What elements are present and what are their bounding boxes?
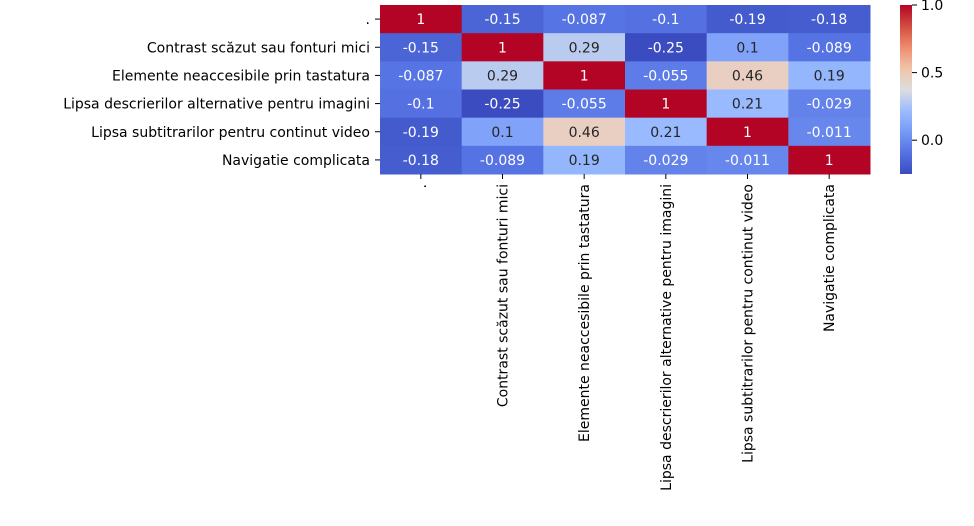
heatmap-cell-r1-c2 bbox=[543, 33, 626, 62]
cell-value-r1-c3: -0.25 bbox=[648, 40, 684, 56]
heatmap-cell-r5-c5 bbox=[788, 145, 871, 175]
heatmap-cell-r0-c5 bbox=[788, 5, 871, 34]
colorbar-tick-label-1: 0.5 bbox=[921, 66, 943, 82]
cell-annotations: 1 -0.15 -0.087 -0.1 -0.19 -0.18 -0.15 1 0.29 -0.2… bbox=[398, 12, 851, 169]
heatmap-cell-r4-c3 bbox=[625, 117, 708, 147]
heatmap-grid bbox=[380, 5, 871, 175]
cell-value-r0-c0: 1 bbox=[416, 12, 425, 28]
cell-value-r5-c3: -0.029 bbox=[643, 153, 688, 169]
cell-value-r4-c5: -0.011 bbox=[807, 125, 852, 141]
y-tick-label-4: Lipsa subtitrarilor pentru continut vide… bbox=[91, 125, 370, 141]
x-tick-label-0: . bbox=[414, 184, 430, 188]
cell-value-r1-c4: 0.1 bbox=[736, 40, 758, 56]
heatmap-cell-r3-c4 bbox=[706, 89, 789, 119]
cell-value-r5-c0: -0.18 bbox=[403, 153, 439, 169]
cell-value-r2-c2: 1 bbox=[580, 68, 589, 84]
y-tick-label-1: Contrast scăzut sau fonturi mici bbox=[147, 40, 370, 56]
cell-value-r1-c1: 1 bbox=[498, 40, 507, 56]
y-tick-label-0: . bbox=[366, 12, 370, 28]
y-tick-label-3: Lipsa descrierilor alternative pentru im… bbox=[63, 97, 370, 113]
cell-value-r3-c2: -0.055 bbox=[562, 97, 607, 113]
heatmap-cell-r4-c0 bbox=[380, 117, 463, 147]
x-tick-label-2: Elemente neaccesibile prin tastatura bbox=[577, 184, 593, 442]
x-tick-label-1: Contrast scăzut sau fonturi mici bbox=[496, 184, 512, 407]
cell-value-r0-c4: -0.19 bbox=[729, 12, 765, 28]
heatmap-cell-r0-c3 bbox=[625, 5, 708, 34]
x-axis: . Contrast scăzut sau fonturi mici Element… bbox=[414, 174, 838, 491]
cell-value-r5-c1: -0.089 bbox=[480, 153, 525, 169]
heatmap-cell-r1-c0 bbox=[380, 33, 463, 62]
cell-value-r2-c5: 0.19 bbox=[814, 68, 845, 84]
heatmap-cell-r4-c5 bbox=[788, 117, 871, 147]
cell-value-r0-c2: -0.087 bbox=[562, 12, 607, 28]
cell-value-r3-c4: 0.21 bbox=[732, 97, 763, 113]
cell-value-r4-c0: -0.19 bbox=[403, 125, 439, 141]
cell-value-r2-c3: -0.055 bbox=[643, 68, 688, 84]
cell-value-r5-c2: 0.19 bbox=[569, 153, 600, 169]
cell-value-r2-c1: 0.29 bbox=[487, 68, 518, 84]
cell-value-r5-c5: 1 bbox=[825, 153, 834, 169]
x-tick-label-3: Lipsa descrierilor alternative pentru im… bbox=[659, 184, 675, 491]
cell-value-r3-c1: -0.25 bbox=[484, 97, 520, 113]
cell-value-r3-c3: 1 bbox=[661, 97, 670, 113]
cell-value-r0-c3: -0.1 bbox=[652, 12, 679, 28]
y-tick-label-2: Elemente neaccesibile prin tastatura bbox=[112, 68, 370, 84]
cell-value-r4-c3: 0.21 bbox=[650, 125, 681, 141]
cell-value-r5-c4: -0.011 bbox=[725, 153, 770, 169]
cell-value-r4-c4: 1 bbox=[743, 125, 752, 141]
heatmap-cell-r3-c3 bbox=[625, 89, 708, 119]
cell-value-r0-c1: -0.15 bbox=[484, 12, 520, 28]
cell-value-r1-c0: -0.15 bbox=[403, 40, 439, 56]
heatmap-cell-r4-c4 bbox=[706, 117, 789, 147]
cell-value-r3-c0: -0.1 bbox=[407, 97, 434, 113]
heatmap-cell-r0-c1 bbox=[461, 5, 544, 34]
colorbar-gradient bbox=[900, 5, 912, 174]
heatmap-cell-r2-c3 bbox=[625, 61, 708, 90]
colorbar-tick-label-2: 0.0 bbox=[921, 133, 943, 149]
y-axis: . Contrast scăzut sau fonturi mici Element… bbox=[63, 12, 380, 169]
colorbar-tick-label-0: 1.0 bbox=[921, 0, 943, 14]
cell-value-r0-c5: -0.18 bbox=[811, 12, 847, 28]
heatmap-cell-r0-c4 bbox=[706, 5, 789, 34]
cell-value-r1-c2: 0.29 bbox=[569, 40, 600, 56]
heatmap-cell-r0-c0 bbox=[380, 5, 463, 34]
cell-value-r4-c1: 0.1 bbox=[491, 125, 513, 141]
cell-value-r2-c0: -0.087 bbox=[398, 68, 443, 84]
heatmap-cell-r5-c4 bbox=[706, 145, 789, 175]
heatmap-cell-r3-c2 bbox=[543, 89, 626, 119]
heatmap-cell-r1-c1 bbox=[461, 33, 544, 62]
x-tick-label-5: Navigatie complicata bbox=[822, 184, 838, 332]
heatmap-cell-r5-c3 bbox=[625, 145, 708, 175]
cell-value-r2-c4: 0.46 bbox=[732, 68, 763, 84]
heatmap-cell-r2-c1 bbox=[461, 61, 544, 90]
heatmap-cell-r0-c2 bbox=[543, 5, 626, 34]
heatmap-cell-r5-c2 bbox=[543, 145, 626, 175]
heatmap-cell-r5-c0 bbox=[380, 145, 463, 175]
heatmap-cell-r2-c5 bbox=[788, 61, 871, 90]
cell-value-r4-c2: 0.46 bbox=[569, 125, 600, 141]
x-tick-label-4: Lipsa subtitrarilor pentru continut vide… bbox=[741, 184, 757, 463]
heatmap-cell-r4-c1 bbox=[461, 117, 544, 147]
heatmap-cell-r1-c5 bbox=[788, 33, 871, 62]
y-tick-label-5: Navigatie complicata bbox=[222, 153, 370, 169]
heatmap-cell-r3-c0 bbox=[380, 89, 463, 119]
cell-value-r3-c5: -0.029 bbox=[807, 97, 852, 113]
colorbar: 1.0 0.5 0.0 bbox=[900, 0, 943, 174]
heatmap-cell-r4-c2 bbox=[543, 117, 626, 147]
heatmap-cell-r2-c0 bbox=[380, 61, 463, 90]
heatmap-cell-r2-c4 bbox=[706, 61, 789, 90]
heatmap-cell-r2-c2 bbox=[543, 61, 626, 90]
heatmap-cell-r3-c1 bbox=[461, 89, 544, 119]
heatmap-cell-r5-c1 bbox=[461, 145, 544, 175]
heatmap-cell-r1-c3 bbox=[625, 33, 708, 62]
heatmap-cell-r3-c5 bbox=[788, 89, 871, 119]
heatmap-cell-r1-c4 bbox=[706, 33, 789, 62]
cell-value-r1-c5: -0.089 bbox=[807, 40, 852, 56]
